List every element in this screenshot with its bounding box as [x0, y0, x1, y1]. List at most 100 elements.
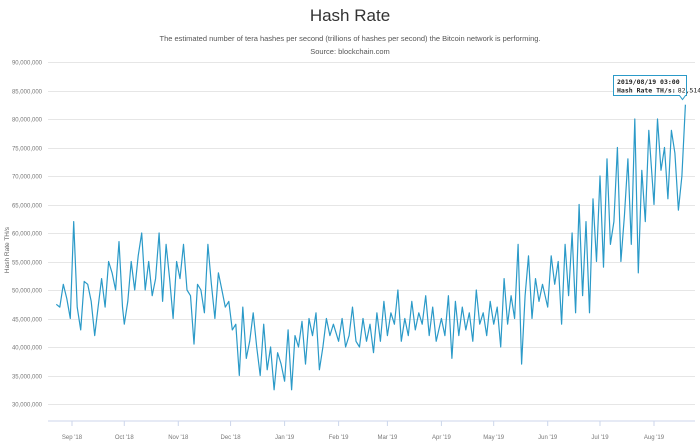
data-point[interactable]	[680, 175, 683, 178]
data-point[interactable]	[114, 289, 117, 292]
data-point[interactable]	[372, 351, 375, 354]
data-point[interactable]	[224, 306, 227, 309]
data-point[interactable]	[280, 363, 283, 366]
data-point[interactable]	[435, 340, 438, 343]
data-point[interactable]	[234, 323, 237, 326]
data-point[interactable]	[147, 260, 150, 263]
data-point[interactable]	[107, 260, 110, 263]
data-point[interactable]	[104, 306, 107, 309]
data-point[interactable]	[321, 346, 324, 349]
data-point[interactable]	[447, 294, 450, 297]
data-point[interactable]	[304, 363, 307, 366]
data-point[interactable]	[55, 303, 58, 306]
data-point[interactable]	[151, 294, 154, 297]
data-point[interactable]	[396, 289, 399, 292]
data-point[interactable]	[238, 374, 241, 377]
data-point[interactable]	[414, 328, 417, 331]
data-point[interactable]	[165, 243, 168, 246]
data-point[interactable]	[616, 146, 619, 149]
data-point[interactable]	[619, 260, 622, 263]
data-point[interactable]	[351, 306, 354, 309]
data-point[interactable]	[612, 220, 615, 223]
data-point[interactable]	[403, 317, 406, 320]
data-point[interactable]	[482, 311, 485, 314]
data-point[interactable]	[344, 346, 347, 349]
data-point[interactable]	[365, 340, 368, 343]
data-point[interactable]	[626, 157, 629, 160]
data-point[interactable]	[407, 334, 410, 337]
data-point[interactable]	[348, 334, 351, 337]
data-point[interactable]	[311, 334, 314, 337]
data-point[interactable]	[213, 317, 216, 320]
data-point[interactable]	[315, 311, 318, 314]
data-point[interactable]	[325, 317, 328, 320]
data-point[interactable]	[673, 152, 676, 155]
data-point[interactable]	[666, 197, 669, 200]
data-point[interactable]	[517, 243, 520, 246]
data-point[interactable]	[196, 283, 199, 286]
data-point[interactable]	[297, 346, 300, 349]
data-point[interactable]	[560, 323, 563, 326]
data-point[interactable]	[144, 289, 147, 292]
data-point[interactable]	[585, 220, 588, 223]
data-point[interactable]	[182, 243, 185, 246]
data-point[interactable]	[245, 357, 248, 360]
data-point[interactable]	[510, 294, 513, 297]
data-point[interactable]	[126, 300, 129, 303]
data-point[interactable]	[301, 320, 304, 323]
data-point[interactable]	[203, 311, 206, 314]
data-point[interactable]	[287, 328, 290, 331]
data-point[interactable]	[283, 380, 286, 383]
data-point[interactable]	[633, 118, 636, 121]
data-point[interactable]	[227, 300, 230, 303]
data-point[interactable]	[630, 243, 633, 246]
data-point[interactable]	[231, 328, 234, 331]
data-point[interactable]	[546, 306, 549, 309]
data-point[interactable]	[266, 368, 269, 371]
data-point[interactable]	[93, 334, 96, 337]
data-point[interactable]	[571, 232, 574, 235]
data-point[interactable]	[210, 283, 213, 286]
data-point[interactable]	[172, 317, 175, 320]
data-point[interactable]	[375, 311, 378, 314]
data-point[interactable]	[471, 340, 474, 343]
data-point[interactable]	[72, 220, 75, 223]
data-point[interactable]	[269, 346, 272, 349]
data-point[interactable]	[369, 323, 372, 326]
data-point[interactable]	[599, 175, 602, 178]
data-point[interactable]	[475, 289, 478, 292]
data-point[interactable]	[140, 232, 143, 235]
data-point[interactable]	[609, 243, 612, 246]
data-point[interactable]	[393, 323, 396, 326]
data-point[interactable]	[62, 283, 65, 286]
data-point[interactable]	[308, 317, 311, 320]
data-point[interactable]	[252, 311, 255, 314]
data-point[interactable]	[454, 300, 457, 303]
data-point[interactable]	[684, 103, 687, 106]
data-point[interactable]	[464, 328, 467, 331]
data-point[interactable]	[241, 306, 244, 309]
data-point[interactable]	[97, 306, 100, 309]
data-point[interactable]	[189, 294, 192, 297]
data-point[interactable]	[492, 323, 495, 326]
data-point[interactable]	[637, 271, 640, 274]
data-point[interactable]	[58, 306, 61, 309]
data-point[interactable]	[564, 243, 567, 246]
data-point[interactable]	[186, 289, 189, 292]
data-point[interactable]	[440, 317, 443, 320]
data-point[interactable]	[358, 346, 361, 349]
data-point[interactable]	[450, 357, 453, 360]
data-point[interactable]	[217, 271, 220, 274]
data-point[interactable]	[443, 334, 446, 337]
data-point[interactable]	[206, 243, 209, 246]
data-point[interactable]	[513, 317, 516, 320]
data-point[interactable]	[503, 277, 506, 280]
data-point[interactable]	[123, 323, 126, 326]
data-point[interactable]	[606, 157, 609, 160]
data-point[interactable]	[410, 300, 413, 303]
data-point[interactable]	[663, 146, 666, 149]
data-point[interactable]	[541, 283, 544, 286]
data-point[interactable]	[341, 317, 344, 320]
data-point[interactable]	[130, 260, 133, 263]
